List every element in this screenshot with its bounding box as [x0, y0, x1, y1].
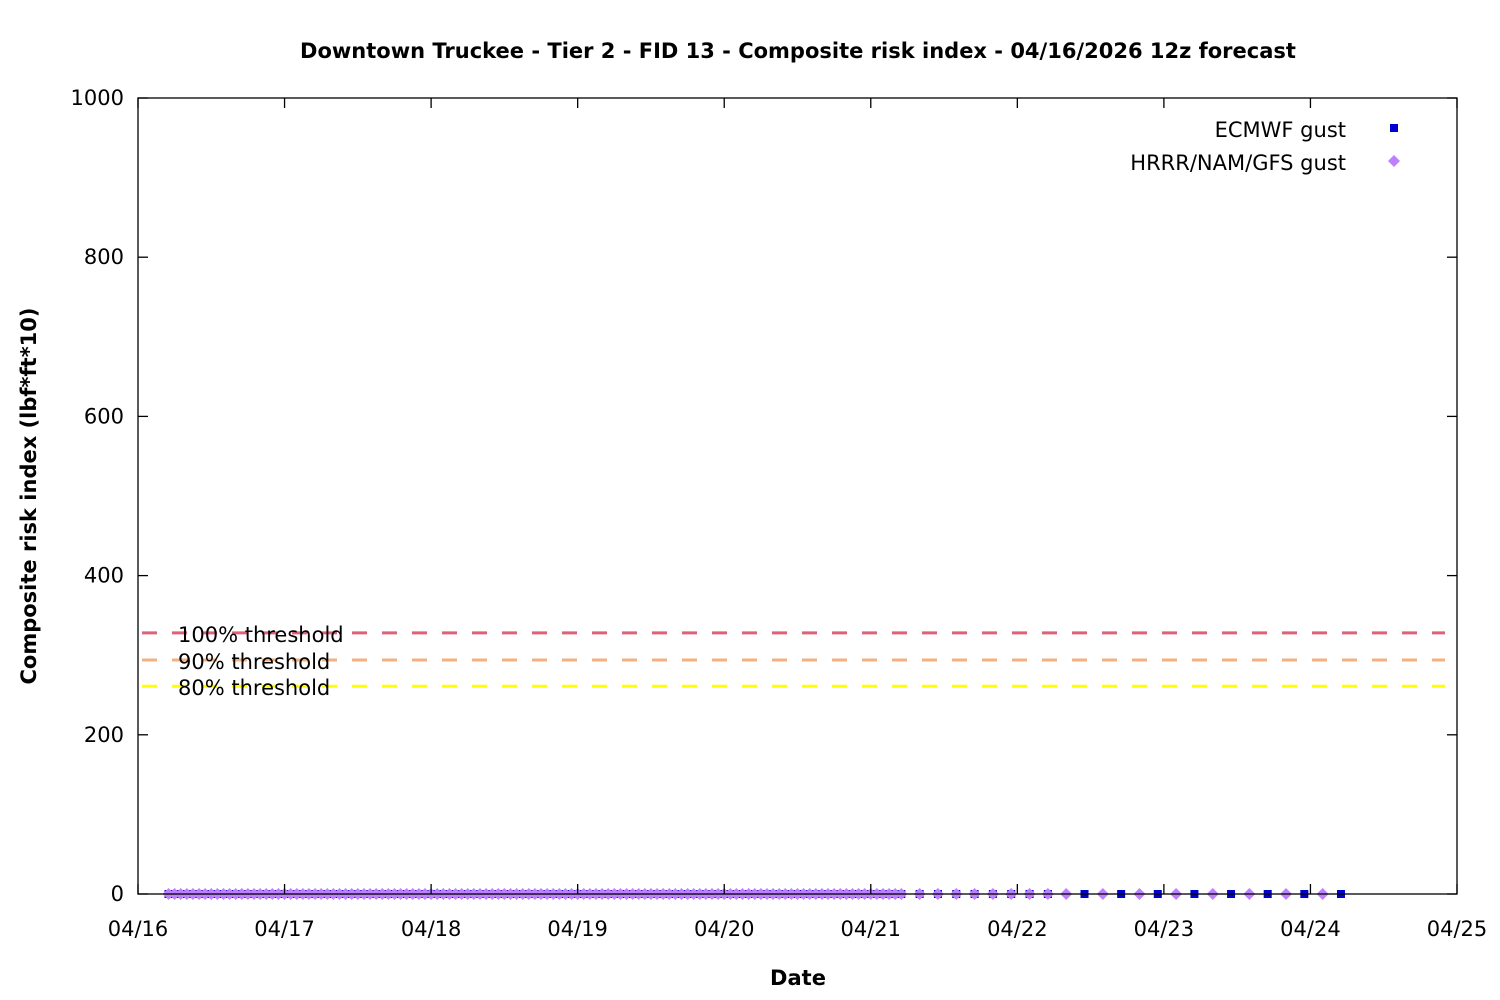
- threshold-label: 80% threshold: [178, 676, 330, 700]
- x-tick-label: 04/24: [1280, 917, 1341, 941]
- y-tick-label: 0: [111, 882, 124, 906]
- plot-frame: [137, 97, 1458, 895]
- x-tick-label: 04/23: [1134, 917, 1195, 941]
- x-tick-label: 04/18: [401, 917, 462, 941]
- y-axis-title: Composite risk index (lbf*ft*10): [17, 307, 41, 684]
- x-tick-label: 04/19: [547, 917, 608, 941]
- x-tick-label: 04/17: [254, 917, 315, 941]
- y-tick-label: 800: [84, 245, 124, 269]
- legend: ECMWF gust HRRR/NAM/GFS gust: [1130, 118, 1400, 175]
- y-tick-label: 400: [84, 564, 124, 588]
- legend-marker: [1390, 124, 1398, 132]
- x-tick-label: 04/21: [841, 917, 902, 941]
- legend-marker: [1388, 155, 1400, 167]
- axis-ticks: 04/16 04/17 04/18 04/19 04/20 04/21 04/22 04/23…: [71, 86, 1488, 941]
- x-axis-title: Date: [770, 966, 826, 990]
- y-tick-label: 200: [84, 723, 124, 747]
- y-tick-label: 600: [84, 404, 124, 428]
- threshold-label: 100% threshold: [178, 623, 344, 647]
- legend-label: ECMWF gust: [1215, 118, 1346, 142]
- x-tick-label: 04/20: [694, 917, 755, 941]
- y-tick-label: 1000: [71, 86, 124, 110]
- x-tick-label: 04/16: [108, 917, 169, 941]
- threshold-label: 90% threshold: [178, 650, 330, 674]
- chart-title: Downtown Truckee - Tier 2 - FID 13 - Com…: [300, 39, 1296, 63]
- x-tick-label: 04/22: [987, 917, 1048, 941]
- x-tick-label: 04/25: [1427, 917, 1488, 941]
- legend-label: HRRR/NAM/GFS gust: [1130, 151, 1346, 175]
